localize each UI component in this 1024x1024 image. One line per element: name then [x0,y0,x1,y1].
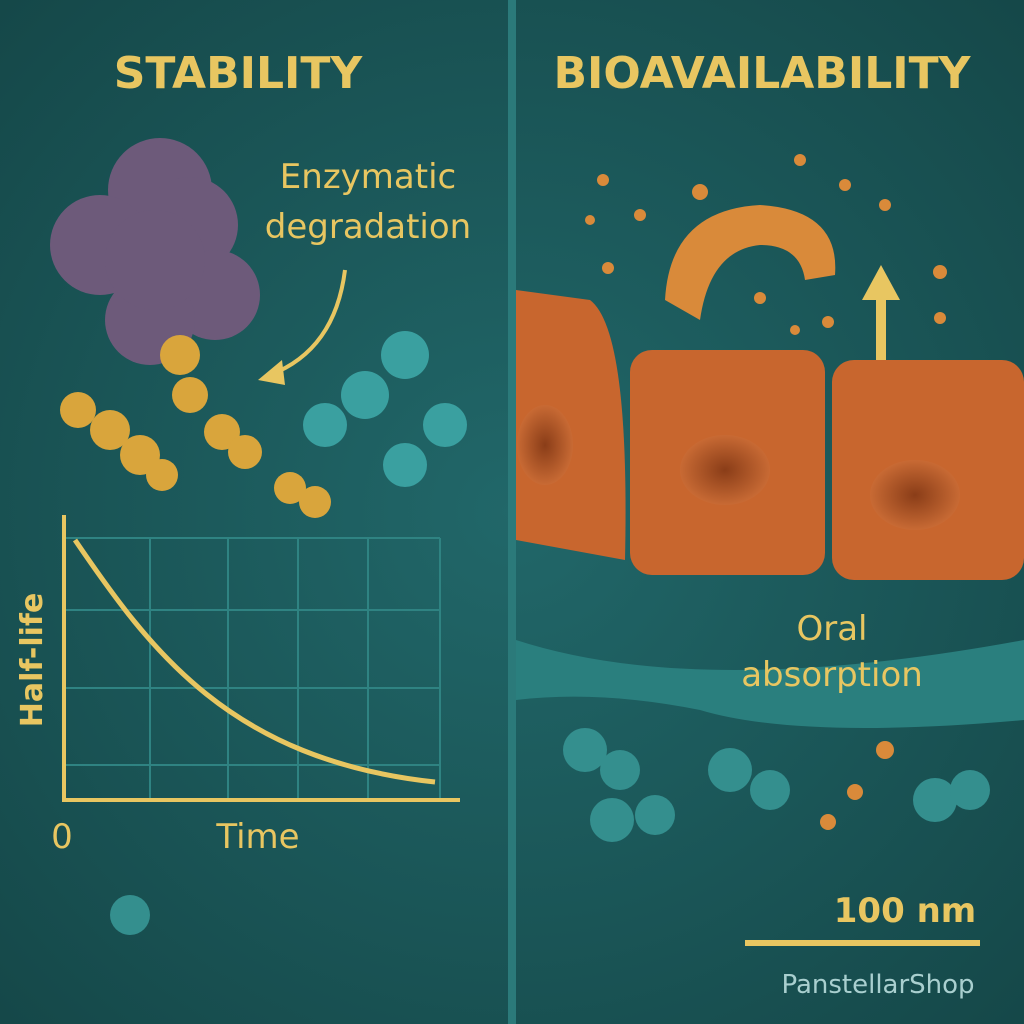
nuclei [517,405,960,530]
left-title: STABILITY [114,48,364,99]
scale-bar [745,940,980,946]
origin-label: 0 [51,817,73,857]
arrowhead [258,360,285,385]
decay-curve [72,538,436,785]
watermark: PanstellarShop [781,970,974,1000]
peptide [665,205,836,320]
particles [585,154,947,830]
annotation-line: Enzymatic [280,157,456,197]
graph-axes [62,515,460,802]
tissue [516,640,1024,728]
right-title: BIOAVAILABILITY [554,48,972,99]
arrow [269,269,347,377]
uptake-arrowhead [862,265,900,300]
annotation-line: degradation [265,207,471,247]
intact-peptides [303,331,467,487]
absorbed-peptides [110,728,990,935]
uptake-arrow [876,292,886,362]
annotation-line: absorption [741,655,923,695]
annotation-line: Oral [796,609,867,649]
y-axis-label: Half-life [15,593,50,728]
divider [508,0,516,1024]
peptide-fragments [60,335,331,518]
x-axis-label: Time [215,817,299,857]
graph-grid [64,537,441,800]
scale-bar-label: 100 nm [834,891,976,931]
